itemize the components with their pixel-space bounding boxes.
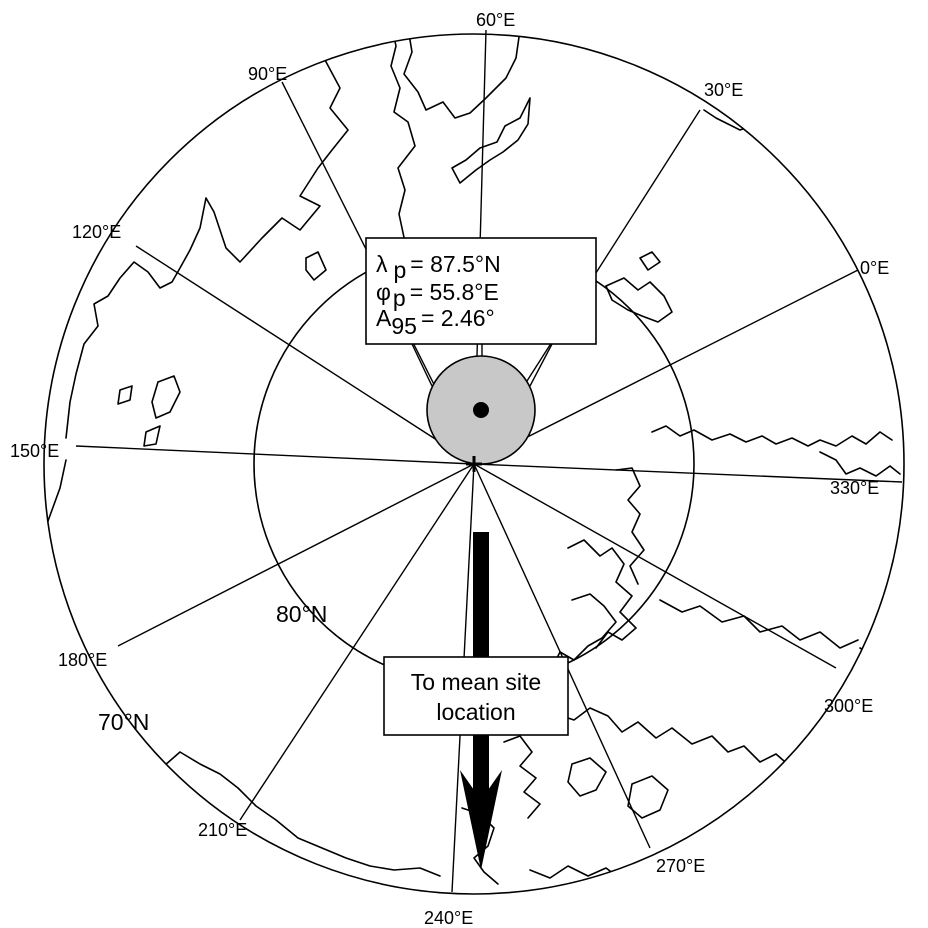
phi-symbol: φ [376, 279, 391, 305]
meridian-line-270e [473, 463, 651, 849]
longitude-label-120e: 120°E [72, 222, 121, 242]
coastline-island-2 [151, 375, 181, 419]
geographic-pole-cross-icon [466, 456, 482, 472]
coastline-greenland-east [819, 451, 901, 477]
pole-longitude-value: = 55.8°E [410, 279, 499, 305]
coastline-novaya-zemlya [451, 97, 531, 184]
label-connector-line [529, 343, 553, 387]
pole-latitude-text: λ p = 87.5°N [376, 251, 501, 283]
meridian-line-300e [473, 463, 837, 669]
coastline-island-3 [143, 425, 161, 447]
latitude-circle-70n [43, 33, 905, 895]
longitude-label-90e: 90°E [248, 64, 287, 84]
arrow-label-line1: To mean site [411, 669, 541, 695]
coastline-greenland-south [859, 647, 881, 679]
meridian-line-180e [117, 463, 475, 647]
a95-symbol: A [376, 305, 392, 331]
a95-value: = 2.46° [421, 305, 495, 331]
a95-text: A95 = 2.46° [376, 305, 495, 339]
pole-confidence-group [411, 343, 553, 465]
a95-subscript: 95 [391, 313, 417, 339]
coastline-ellesmere [567, 539, 637, 649]
phi-subscript: p [393, 285, 406, 311]
label-connector-line [411, 343, 433, 387]
coastline-north-islands [403, 34, 521, 119]
pole-longitude-text: φp = 55.8°E [376, 279, 499, 311]
coastline-barents [703, 109, 807, 151]
pole-latitude-value: = 87.5°N [410, 251, 500, 277]
coastline-alaska [119, 751, 441, 877]
lambda-subscript: p [394, 257, 407, 283]
coastline-canada [555, 707, 831, 771]
meridian-line-120e [135, 245, 475, 465]
longitude-label-330e: 330°E [830, 478, 879, 498]
coastline-svalbard [639, 251, 661, 271]
latitude-label-80n: 80°N [276, 601, 327, 627]
longitude-label-270e: 270°E [656, 856, 705, 876]
meridian-line-210e [239, 463, 475, 821]
longitude-label-210e: 210°E [198, 820, 247, 840]
coastline-banks [567, 757, 607, 797]
arrow-label-line2: location [436, 699, 515, 725]
coastline-greenland-north [651, 425, 893, 447]
lambda-symbol: λ [376, 251, 388, 277]
coastline-hudson [659, 599, 859, 649]
arrow-label-box: To mean site location [383, 656, 569, 736]
coastline-island-1 [117, 385, 133, 405]
longitude-label-0e: 0°E [860, 258, 889, 278]
coastline-island-4 [305, 251, 327, 281]
coastline-canada-islands [615, 467, 645, 585]
pole-stats-box: λ p = 87.5°N φp = 55.8°E A95 = 2.46° [365, 237, 597, 345]
pole-position-marker [473, 402, 489, 418]
latitude-label-70n: 70°N [98, 709, 149, 735]
meridian-line-0e [473, 269, 859, 465]
longitude-label-300e: 300°E [824, 696, 873, 716]
longitude-label-150e: 150°E [10, 441, 59, 461]
meridian-line-150e [75, 445, 475, 465]
coastline-east-siberia [44, 459, 67, 651]
longitude-label-30e: 30°E [704, 80, 743, 100]
coastline-beaufort [529, 865, 661, 885]
coastline-franz-josef [605, 277, 673, 323]
meridian-line-330e [473, 463, 903, 483]
longitude-labels: 0°E 30°E 60°E 90°E 120°E 150°E 180°E 210… [10, 10, 889, 928]
coastline-victoria [627, 775, 669, 819]
coastline-siberia [65, 59, 349, 439]
longitude-label-180e: 180°E [58, 650, 107, 670]
coastline-north-islands [390, 34, 416, 243]
longitude-label-60e: 60°E [476, 10, 515, 30]
longitude-label-240e: 240°E [424, 908, 473, 928]
coastline-arctic-archipelago [503, 735, 541, 819]
